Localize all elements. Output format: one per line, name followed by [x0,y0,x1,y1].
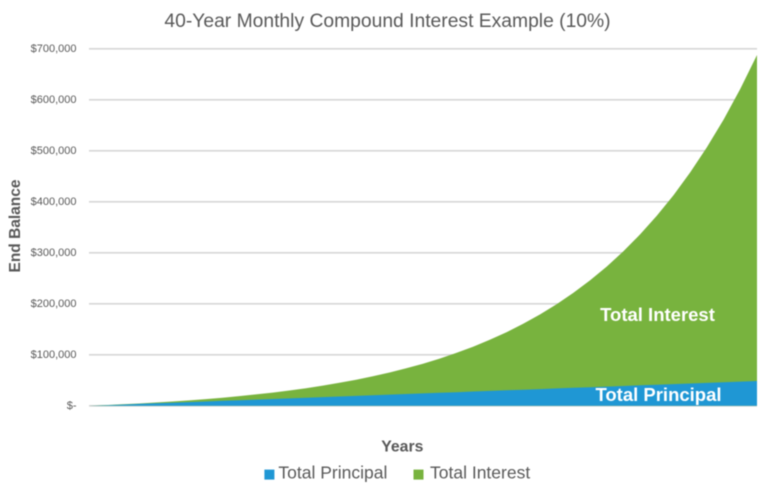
svg-text:$-: $- [67,400,77,412]
svg-text:Total Interest: Total Interest [430,463,530,483]
svg-text:$500,000: $500,000 [31,145,77,157]
svg-text:$400,000: $400,000 [31,196,77,208]
svg-text:Total Principal: Total Principal [595,384,721,405]
svg-text:$100,000: $100,000 [31,349,77,361]
svg-text:End Balance: End Balance [7,179,24,272]
svg-text:$300,000: $300,000 [31,247,77,259]
svg-text:$200,000: $200,000 [31,298,77,310]
svg-text:40-Year Monthly Compound Inter: 40-Year Monthly Compound Interest Exampl… [164,11,610,32]
svg-text:$700,000: $700,000 [31,43,77,55]
svg-text:Total Interest: Total Interest [600,304,715,325]
svg-text:Total Principal: Total Principal [278,463,387,483]
svg-text:Years: Years [381,439,423,456]
svg-text:$600,000: $600,000 [31,94,77,106]
